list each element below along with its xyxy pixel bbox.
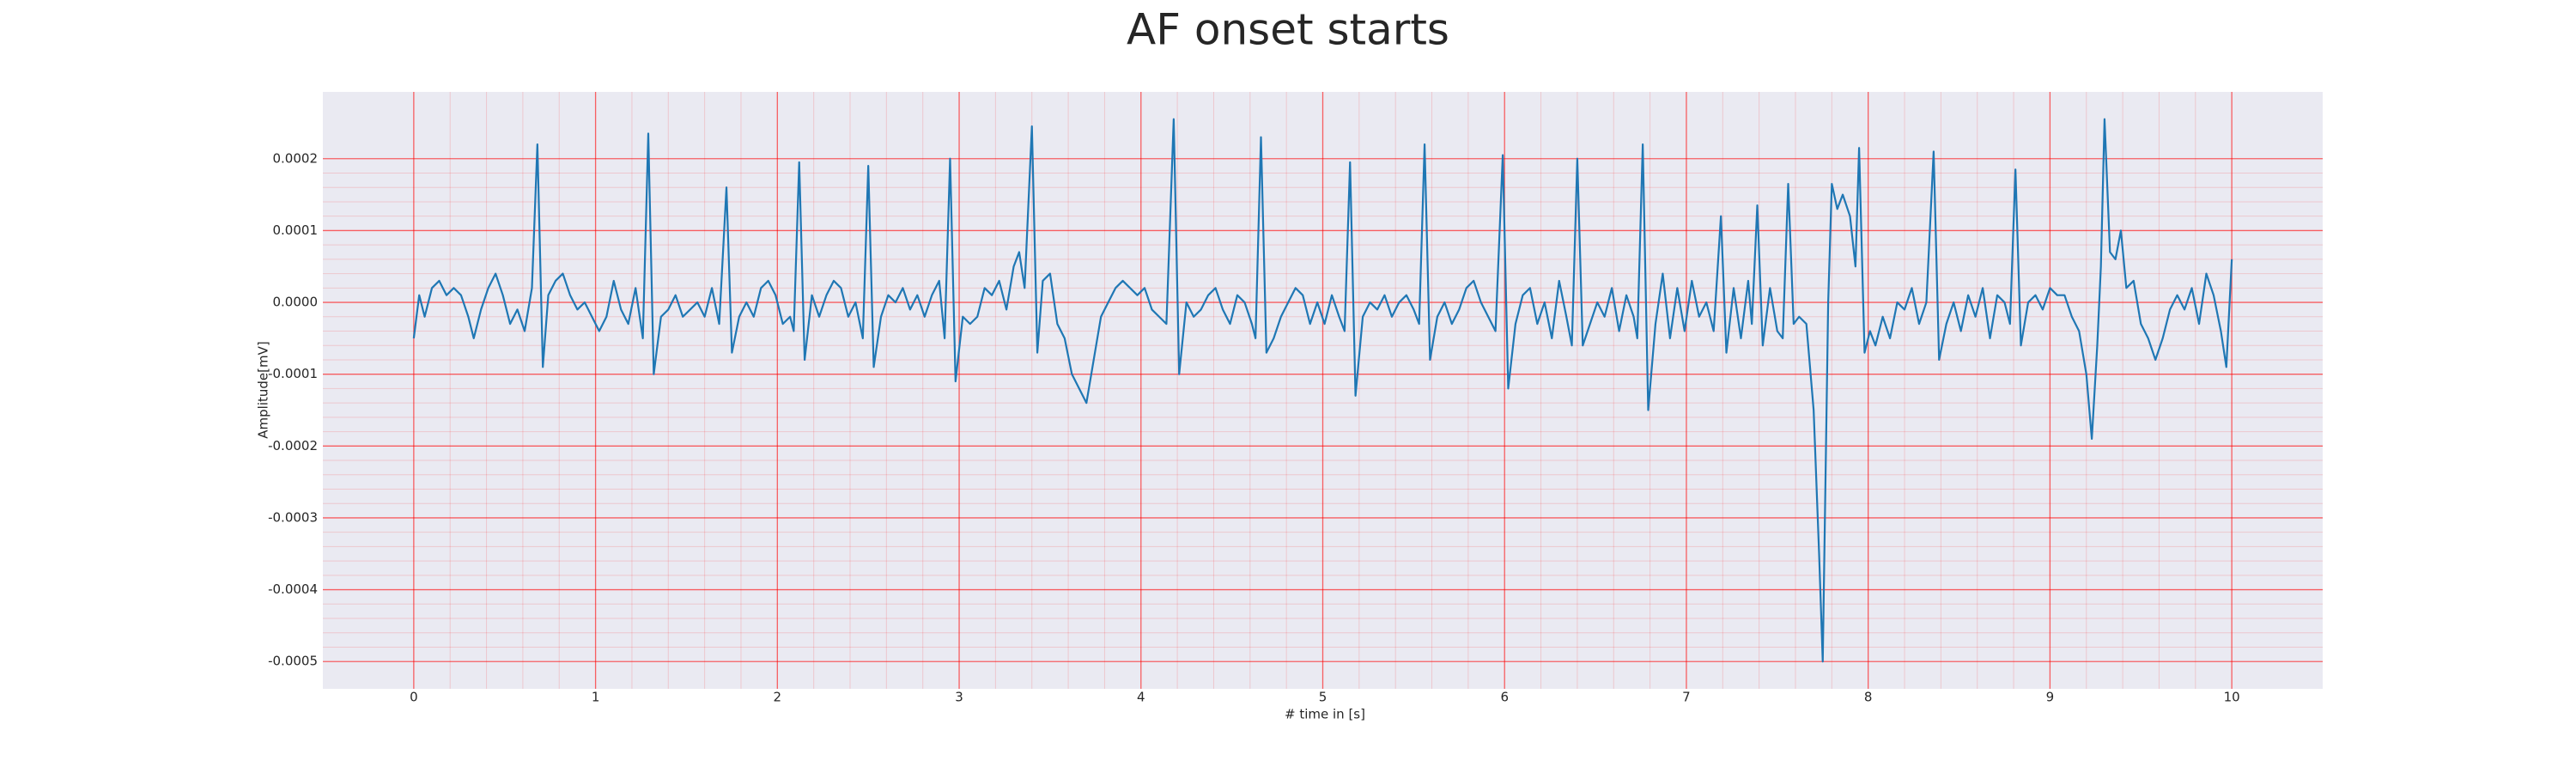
x-tick-label: 9 [2046,690,2055,705]
x-tick-label: 7 [1682,690,1691,705]
x-tick-label: 3 [955,690,963,705]
y-tick-label: 0.0002 [273,150,319,166]
y-tick-label: 0.0000 [273,295,319,310]
y-tick-label: -0.0001 [268,366,318,381]
x-tick-label: 1 [592,690,600,705]
y-tick-label: -0.0003 [268,509,318,525]
x-tick-label: 5 [1319,690,1327,705]
x-axis-label: # time in [s] [1285,707,1365,722]
y-tick-label: -0.0005 [268,654,318,669]
x-tick-label: 6 [1500,690,1509,705]
x-tick-label: 8 [1864,690,1873,705]
x-tick-label: 10 [2224,690,2240,705]
y-tick-label: -0.0002 [268,438,318,453]
chart-title: AF onset starts [1127,5,1449,55]
y-axis-label: Amplitude[mV] [256,341,271,438]
series-line [412,118,2233,663]
y-tick-label: 0.0001 [273,222,319,238]
x-tick-label: 0 [410,690,418,705]
y-tick-label: -0.0004 [268,581,318,597]
x-tick-label: 4 [1137,690,1145,705]
x-tick-label: 2 [774,690,782,705]
